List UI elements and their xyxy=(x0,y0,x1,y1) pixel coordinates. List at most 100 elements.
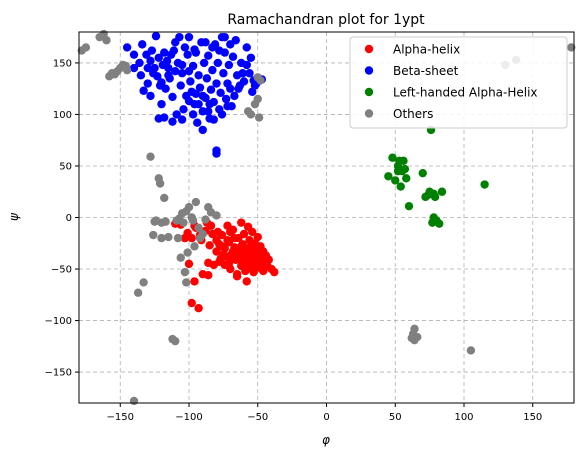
data-point xyxy=(198,125,207,135)
legend-marker xyxy=(364,109,374,118)
data-point xyxy=(168,92,177,102)
data-point xyxy=(199,58,209,68)
data-point xyxy=(226,227,235,237)
data-point xyxy=(212,211,221,220)
data-point xyxy=(220,32,229,42)
data-point xyxy=(217,110,227,119)
data-point xyxy=(183,228,192,238)
legend-marker xyxy=(364,66,374,75)
data-point xyxy=(232,272,242,281)
data-point xyxy=(143,79,152,88)
data-point xyxy=(226,40,235,49)
series-2 xyxy=(384,125,489,228)
data-point xyxy=(217,242,227,251)
data-point xyxy=(138,40,147,49)
data-point xyxy=(172,110,181,119)
y-tick-label: −150 xyxy=(45,368,72,379)
data-point xyxy=(155,179,165,188)
data-point xyxy=(400,164,410,174)
data-point xyxy=(223,102,232,111)
data-point xyxy=(201,215,210,224)
data-point xyxy=(224,60,234,70)
data-point xyxy=(253,73,262,82)
data-point xyxy=(253,232,262,242)
points-layer xyxy=(77,29,576,406)
data-point xyxy=(183,248,192,257)
data-point xyxy=(188,216,198,225)
data-point xyxy=(212,149,221,158)
data-point xyxy=(466,346,476,355)
data-point xyxy=(238,258,247,268)
data-point xyxy=(184,96,194,106)
data-point xyxy=(437,187,447,196)
data-point xyxy=(195,233,205,243)
legend-marker xyxy=(364,44,374,54)
data-point xyxy=(150,217,159,226)
data-point xyxy=(221,94,231,104)
series-0 xyxy=(171,218,279,313)
data-point xyxy=(195,83,205,92)
data-point xyxy=(226,84,235,93)
y-tick-label: 50 xyxy=(59,161,72,172)
data-point xyxy=(176,81,185,90)
x-tick-label: −50 xyxy=(247,412,268,423)
data-point xyxy=(139,278,148,287)
data-point xyxy=(391,176,400,185)
data-point xyxy=(146,152,155,161)
data-point xyxy=(216,88,225,98)
grid-layer xyxy=(79,32,574,403)
data-point xyxy=(239,77,249,86)
data-point xyxy=(149,230,158,240)
legend-label: Others xyxy=(393,107,433,121)
data-point xyxy=(133,288,143,297)
data-point xyxy=(248,256,257,265)
series-3 xyxy=(77,29,576,406)
data-point xyxy=(129,50,139,59)
data-point xyxy=(228,52,238,61)
data-point xyxy=(135,58,144,68)
data-point xyxy=(194,99,203,109)
data-point xyxy=(154,53,163,62)
data-point xyxy=(182,207,191,216)
data-point xyxy=(194,303,203,313)
data-point xyxy=(182,278,191,287)
data-point xyxy=(154,114,163,123)
data-point xyxy=(252,262,261,272)
data-point xyxy=(212,235,221,245)
data-point xyxy=(216,254,225,263)
data-point xyxy=(164,71,173,80)
data-point xyxy=(184,32,194,42)
data-point xyxy=(160,48,169,57)
data-point xyxy=(184,259,194,269)
data-point xyxy=(180,43,190,52)
data-point xyxy=(205,241,214,250)
x-tick-label: −100 xyxy=(175,412,202,423)
data-point xyxy=(188,110,198,119)
x-tick-label: 0 xyxy=(323,412,329,423)
data-point xyxy=(245,69,254,78)
legend-label: Alpha-helix xyxy=(393,43,460,57)
data-point xyxy=(184,66,194,76)
data-point xyxy=(176,253,185,262)
data-point xyxy=(129,63,139,73)
data-point xyxy=(402,174,411,183)
data-point xyxy=(418,168,427,178)
ticks-layer: −150 −100 −50 0 50 100 150 −150 −100 −50 0 50 100 150 xyxy=(45,58,543,423)
data-point xyxy=(223,235,232,245)
data-point xyxy=(168,117,177,126)
data-point xyxy=(193,118,202,127)
data-point xyxy=(404,201,414,211)
y-tick-label: 100 xyxy=(53,110,72,121)
data-point xyxy=(187,298,196,308)
data-point xyxy=(171,336,180,346)
data-point xyxy=(413,332,422,342)
legend-label: Left-handed Alpha-Helix xyxy=(393,86,538,100)
data-point xyxy=(480,180,489,189)
data-point xyxy=(238,69,247,78)
data-point xyxy=(213,227,223,237)
data-point xyxy=(160,193,169,203)
data-point xyxy=(183,50,192,59)
data-point xyxy=(215,46,224,55)
data-point xyxy=(384,172,393,181)
